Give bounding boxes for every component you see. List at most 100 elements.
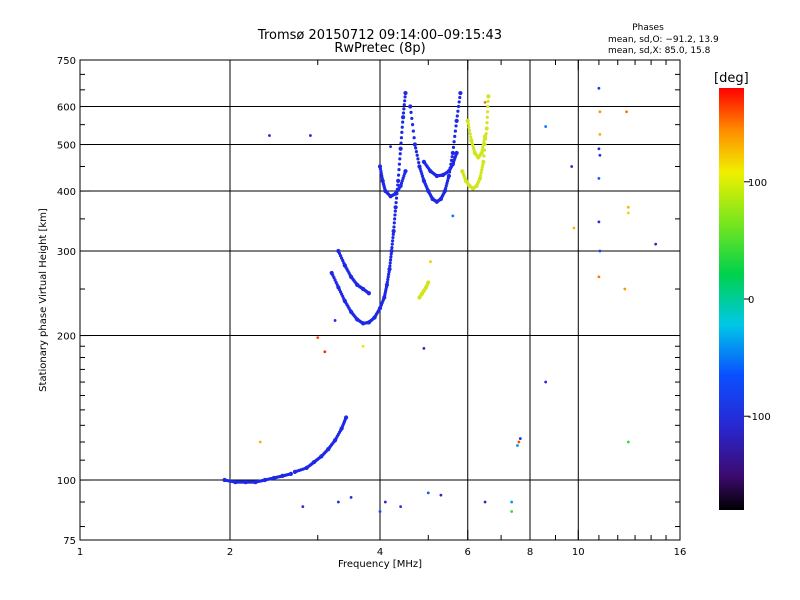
o-trace-point — [401, 120, 405, 124]
scatter-point — [309, 134, 312, 137]
o-trace-point — [389, 248, 394, 254]
x-tick-label: 10 — [572, 547, 585, 558]
x-trace-point — [486, 94, 491, 99]
scatter-point — [570, 165, 574, 168]
y-tick-label: 75 — [63, 536, 76, 547]
scatter-point — [429, 260, 432, 264]
o-trace-point — [453, 129, 457, 133]
o-trace-point — [451, 145, 456, 149]
x-tick-label: 2 — [227, 547, 233, 558]
phases-box-line-o: mean, sd,O: −91.2, 13.9 — [608, 35, 719, 45]
o-trace-point — [410, 123, 415, 127]
o-trace-point — [379, 171, 383, 176]
scatter-point — [544, 380, 548, 384]
o-trace-point — [385, 280, 389, 284]
scatter-point — [323, 350, 327, 354]
plot-frame — [79, 59, 681, 541]
o-trace-point — [402, 107, 406, 111]
scatter-point — [518, 437, 522, 440]
o-trace-point — [450, 155, 454, 159]
o-trace-point — [408, 104, 413, 109]
o-trace-point — [456, 104, 461, 109]
colorbar-tick-label: -100 — [748, 412, 771, 423]
o-trace-point — [454, 124, 458, 128]
o-trace-point — [401, 111, 406, 115]
scatter-point — [483, 100, 487, 104]
colorbar-tick-label: 0 — [748, 295, 754, 306]
o-trace-point — [384, 282, 390, 287]
scatter-point — [597, 86, 601, 90]
o-trace-point — [397, 167, 401, 172]
o-trace-point — [386, 275, 390, 279]
o-trace-point — [455, 114, 459, 118]
x-trace-point — [479, 150, 484, 156]
o-trace-point — [445, 179, 450, 183]
scatter-point — [597, 177, 601, 180]
o-trace-point — [387, 267, 392, 272]
x-trace-point — [481, 145, 485, 149]
o-trace-point — [392, 225, 396, 229]
o-trace-point — [411, 129, 415, 133]
o-trace-point — [399, 141, 403, 145]
chart-subtitle: RwPretec (8p) — [334, 41, 425, 56]
x-trace-point — [469, 135, 473, 139]
o-trace-point — [458, 90, 463, 96]
y-tick-label: 750 — [57, 56, 76, 67]
scatter-point — [626, 205, 630, 209]
scatter-point — [301, 505, 305, 509]
x-trace-point — [482, 154, 486, 158]
x-trace-point — [482, 140, 486, 144]
o-trace-point — [457, 100, 461, 104]
scatter-point — [361, 344, 365, 348]
o-trace-point — [446, 173, 452, 179]
o-trace-point — [415, 153, 419, 157]
o-trace-point — [391, 232, 395, 236]
phases-box-title: Phases — [632, 23, 664, 33]
o-trace-point — [414, 149, 419, 154]
x-tick-label: 6 — [465, 547, 471, 558]
scatter-point — [544, 125, 548, 128]
scatter-point — [383, 500, 387, 504]
o-trace-point — [456, 109, 460, 113]
x-trace-point — [480, 148, 484, 152]
scatter-point — [378, 510, 382, 513]
o-trace-point — [398, 146, 403, 151]
x-trace-point — [481, 142, 485, 147]
x-trace-point — [482, 148, 487, 152]
scatter-point — [597, 147, 601, 151]
o-trace-point — [416, 157, 420, 161]
scatter-point — [654, 242, 658, 246]
x-trace-point — [486, 104, 490, 109]
x-trace-point — [480, 165, 484, 169]
scatter-point — [598, 110, 602, 114]
o-trace-point — [394, 196, 399, 200]
o-trace-point — [396, 178, 401, 183]
o-trace-point — [402, 174, 406, 178]
y-tick-label: 200 — [57, 332, 76, 343]
scatter-point — [517, 440, 521, 444]
o-trace-point — [400, 115, 406, 120]
o-trace-point — [379, 169, 383, 173]
o-trace-point — [420, 171, 424, 176]
scatter-point — [333, 319, 337, 322]
y-tick-label: 400 — [57, 187, 76, 198]
o-trace-point — [366, 291, 371, 296]
o-trace-point — [398, 152, 402, 156]
scatter-point — [268, 134, 271, 137]
scatter-point — [349, 496, 353, 499]
o-trace-point — [393, 209, 397, 213]
o-trace-point — [288, 471, 293, 476]
o-trace-point — [400, 125, 404, 129]
o-trace-point — [453, 134, 457, 138]
x-trace-point — [467, 128, 472, 133]
o-trace-point — [454, 118, 459, 123]
x-trace-point — [485, 121, 489, 125]
scatter-point — [389, 145, 392, 149]
o-trace-point — [401, 176, 405, 181]
colorbar-label: [deg] — [714, 71, 749, 86]
x-trace-point — [485, 115, 489, 119]
o-trace-point — [394, 201, 398, 205]
scatter-point — [572, 226, 576, 230]
o-trace-point — [398, 157, 402, 161]
